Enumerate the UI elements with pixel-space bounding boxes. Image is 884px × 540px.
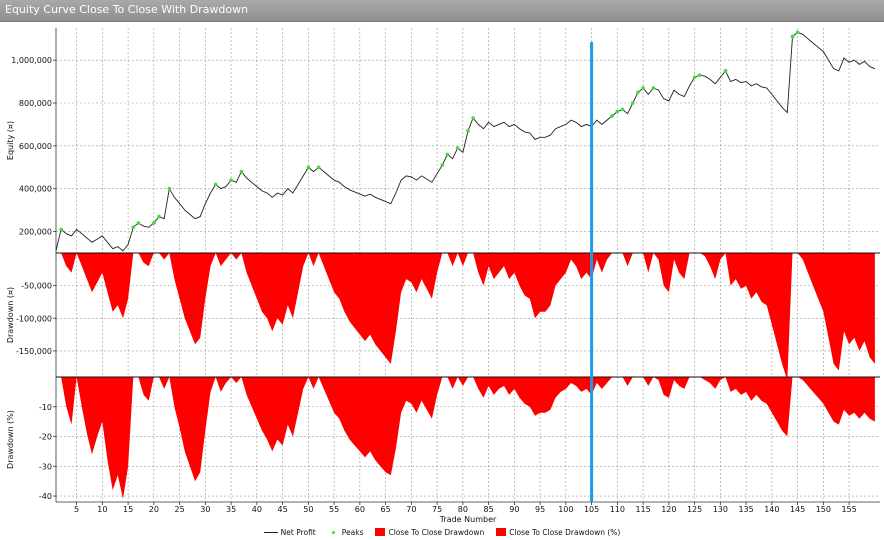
peak-marker [610, 114, 614, 118]
x-tick-label: 20 [149, 505, 159, 514]
y-tick-label: 800,000 [19, 99, 52, 108]
y-tick-label: -150,000 [16, 347, 52, 356]
x-tick-label: 35 [226, 505, 236, 514]
chart-legend: Net Profit Peaks Close To Close Drawdown… [0, 525, 884, 539]
x-tick-label: 90 [509, 505, 519, 514]
x-tick-label: 130 [713, 505, 728, 514]
x-tick-label: 45 [278, 505, 288, 514]
peak-marker [795, 30, 800, 35]
peak-marker [466, 129, 470, 133]
y-tick-label: 400,000 [19, 185, 52, 194]
x-tick-label: 60 [355, 505, 365, 514]
legend-item-net-profit: Net Profit [263, 527, 316, 537]
legend-label-drawdown-pct: Close To Close Drawdown (%) [509, 527, 621, 537]
peak-marker [471, 116, 475, 120]
peak-marker [692, 75, 697, 80]
peak-marker [167, 186, 172, 191]
x-tick-label: 115 [635, 505, 650, 514]
peak-marker [306, 165, 311, 170]
x-tick-label: 105 [584, 505, 599, 514]
x-tick-label: 40 [252, 505, 262, 514]
drawdown-area [56, 377, 875, 499]
y-axis-label: Equity (¤) [6, 121, 15, 160]
legend-swatch-box [375, 528, 386, 536]
x-axis-label: Trade Number [439, 515, 497, 524]
x-tick-label: 55 [329, 505, 339, 514]
legend-swatch-dot [331, 530, 335, 534]
peak-marker [723, 69, 728, 73]
y-tick-label: -10 [39, 403, 52, 412]
peak-marker [59, 227, 63, 232]
x-tick-label: 75 [432, 505, 442, 514]
x-tick-label: 30 [200, 505, 210, 514]
x-tick-label: 150 [816, 505, 831, 514]
peak-marker [445, 152, 450, 157]
peak-marker [131, 225, 136, 230]
x-tick-label: 155 [841, 505, 856, 514]
peak-marker [239, 169, 244, 174]
y-tick-label: -50,000 [21, 282, 52, 291]
y-tick-label: 600,000 [19, 142, 52, 151]
legend-label-drawdown: Close To Close Drawdown [388, 527, 485, 537]
peak-marker [136, 221, 141, 225]
peak-marker [620, 107, 625, 112]
legend-swatch-box [496, 528, 507, 536]
x-tick-label: 85 [484, 505, 494, 514]
y-tick-label: 200,000 [19, 228, 52, 237]
x-tick-label: 80 [458, 505, 468, 514]
legend-item-drawdown-pct: Close To Close Drawdown (%) [496, 528, 620, 537]
peak-marker [651, 86, 656, 90]
x-tick-label: 25 [175, 505, 185, 514]
x-tick-label: 145 [790, 505, 805, 514]
x-tick-label: 120 [661, 505, 676, 514]
drawdown-area [56, 253, 875, 381]
y-axis-label: Drawdown (¤) [6, 287, 15, 343]
peak-marker [157, 214, 161, 219]
y-tick-label: -100,000 [16, 314, 52, 323]
x-tick-label: 50 [303, 505, 313, 514]
title-bar: Equity Curve Close To Close With Drawdow… [0, 0, 884, 22]
peak-marker [697, 73, 702, 77]
x-tick-label: 125 [687, 505, 702, 514]
peak-marker [440, 163, 445, 167]
peak-marker [213, 182, 218, 187]
x-tick-label: 110 [610, 505, 625, 514]
x-tick-label: 5 [74, 505, 79, 514]
peak-marker [152, 221, 156, 225]
peak-marker [316, 165, 321, 170]
x-tick-label: 140 [764, 505, 779, 514]
legend-item-drawdown: Close To Close Drawdown [375, 528, 484, 537]
peak-marker [790, 34, 795, 39]
legend-swatch-line [263, 531, 278, 533]
legend-item-peaks: Peaks [328, 527, 364, 537]
x-tick-label: 70 [406, 505, 416, 514]
window-title: Equity Curve Close To Close With Drawdow… [5, 3, 249, 16]
y-tick-label: -20 [39, 433, 52, 442]
y-axis-label: Drawdown (%) [6, 410, 15, 469]
x-tick-label: 15 [123, 505, 133, 514]
x-tick-label: 10 [97, 505, 107, 514]
x-tick-label: 65 [381, 505, 391, 514]
y-tick-label: -30 [39, 462, 52, 471]
peak-marker [641, 86, 645, 90]
y-tick-label: -40 [39, 492, 52, 501]
peak-marker [631, 101, 635, 105]
x-tick-label: 100 [558, 505, 573, 514]
peak-marker [636, 90, 640, 95]
legend-label-net-profit: Net Profit [280, 527, 316, 537]
peak-marker [615, 109, 620, 114]
x-tick-label: 95 [535, 505, 545, 514]
legend-label-peaks: Peaks [341, 527, 364, 537]
peak-marker [455, 146, 460, 150]
y-tick-label: 1,000,000 [11, 56, 52, 65]
peak-marker [229, 178, 233, 182]
x-tick-label: 135 [738, 505, 753, 514]
series-line-net-profit [55, 31, 876, 252]
